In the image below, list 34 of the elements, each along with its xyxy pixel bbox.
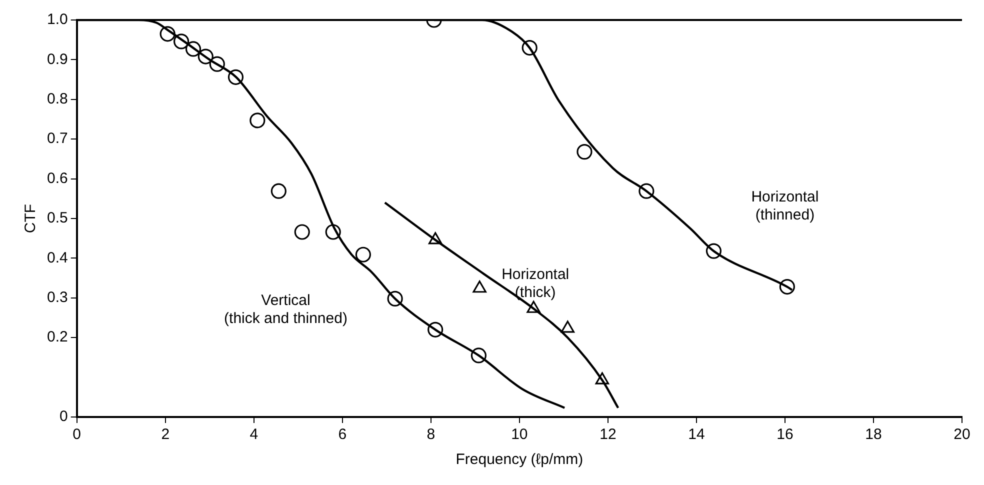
x-tick-label: 4: [250, 426, 258, 444]
y-tick-label: 0.7: [46, 130, 68, 148]
point: [472, 280, 486, 293]
point: [576, 144, 592, 160]
y-tick-label: 0.2: [46, 328, 68, 346]
y-tick-label: 0.8: [46, 90, 68, 108]
x-tick-label: 2: [161, 426, 170, 444]
x-tick-label: 10: [511, 426, 528, 444]
x-tick-label: 8: [426, 426, 436, 444]
point: [294, 224, 310, 240]
x-tick-label: 14: [688, 426, 705, 444]
y-tick-label: 1.0: [46, 11, 68, 28]
x-tick-label: 18: [865, 426, 882, 444]
x-tick-label: 0: [72, 426, 82, 444]
y-axis-title: CTF: [22, 204, 40, 234]
x-tick-label: 12: [600, 426, 616, 444]
y-tick-label: 0.3: [46, 289, 68, 306]
x-tick-label: 6: [338, 426, 347, 444]
y-tick-label: 0.5: [46, 210, 68, 227]
point: [250, 112, 266, 128]
line-series: [384, 202, 620, 409]
annotation: Horizontal (thick): [502, 266, 570, 302]
point: [355, 246, 371, 262]
annotation: Horizontal (thinned): [751, 188, 819, 224]
annotation: Vertical (thick and thinned): [224, 292, 348, 327]
point: [270, 183, 286, 199]
y-tick-label: 0.9: [46, 50, 68, 68]
x-tick-label: 20: [954, 426, 970, 444]
x-axis-title: Frequency (ℓp/mm): [456, 451, 584, 468]
point: [560, 320, 575, 333]
x-tick-label: 16: [776, 426, 794, 444]
y-tick-label: 0.6: [46, 170, 68, 187]
y-tick-label: 0: [60, 408, 68, 426]
y-tick-label: 0.4: [46, 249, 68, 266]
